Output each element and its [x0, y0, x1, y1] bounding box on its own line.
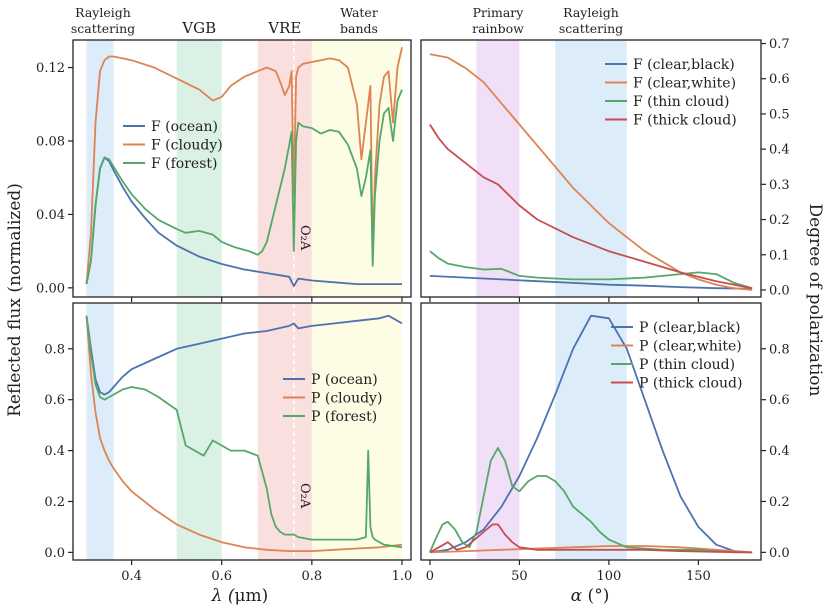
axes-layer: 0.000.040.080.12F (ocean)F (cloudy)F (fo… [36, 37, 790, 584]
axes-frame-bottom-left [72, 302, 412, 561]
series-line-top-right-3 [429, 124, 753, 290]
legend-entry-top-left-2: F (forest) [151, 156, 218, 172]
band-vre-bottom-left [257, 303, 312, 560]
y-tick-label-bottom-right-2: 0.4 [769, 444, 790, 459]
x-tick-label-bottom-left-3: 1.0 [392, 569, 413, 584]
legend-entry-bottom-left-0: P (ocean) [311, 372, 378, 388]
legend-entry-top-right-1: F (clear,white) [633, 76, 736, 92]
y-tick-label-top-right-6: 0.6 [769, 72, 790, 87]
y-tick-label-top-right-0: 0.0 [769, 283, 790, 298]
y-tick-label-top-left-1: 0.04 [36, 208, 65, 223]
x-tick-label-bottom-left-1: 0.6 [211, 569, 232, 584]
band-label-water-top-left-1: Water [340, 5, 378, 20]
y-tick-label-bottom-right-4: 0.8 [769, 342, 790, 357]
band-label-vgb-top-left: VGB [181, 19, 216, 37]
o2a-label-top: O₂A [297, 225, 312, 251]
band-water-bottom-left [311, 303, 402, 560]
left-y-axis-label: Reflected flux (normalized) [5, 183, 25, 417]
legend-entry-top-left-0: F (ocean) [151, 119, 218, 135]
y-tick-label-bottom-left-1: 0.2 [44, 495, 65, 510]
series-line-bottom-right-3 [429, 523, 753, 554]
x-tick-label-bottom-right-3: 150 [686, 569, 711, 584]
series-line-bottom-left-0 [85, 314, 403, 396]
band-rainbow-top-right [476, 40, 520, 297]
band-label-rainbow-top-right-1: Primary [473, 5, 525, 20]
band-layer [86, 40, 627, 560]
series-line-top-right-2 [429, 250, 753, 290]
o2a-label-bottom: O₂A [297, 483, 312, 509]
band-label-rayleigh-top-right-2: scattering [559, 21, 623, 36]
axes-frame-bottom-right [420, 302, 762, 561]
legend-entry-bottom-right-1: P (clear,white) [639, 339, 742, 355]
right-y-axis-label: Degree of polarization [805, 204, 825, 397]
legend-entry-bottom-left-1: P (cloudy) [311, 391, 382, 407]
y-tick-label-top-left-0: 0.00 [36, 281, 65, 296]
band-rayleigh-top-right [555, 40, 627, 297]
series-line-bottom-left-1 [85, 315, 403, 552]
series-line-top-right-0 [429, 275, 753, 290]
band-label-rayleigh-top-left-2: scattering [71, 21, 135, 36]
y-tick-label-top-right-4: 0.4 [769, 143, 790, 158]
band-label-vre-top-left: VRE [267, 19, 301, 37]
y-tick-label-bottom-left-0: 0.0 [44, 546, 65, 561]
series-layer [85, 47, 753, 554]
series-line-top-left-2 [85, 89, 403, 285]
band-vgb-bottom-left [176, 303, 222, 560]
legend-entry-bottom-left-2: P (forest) [311, 409, 377, 425]
legend-entry-bottom-right-3: P (thick cloud) [639, 376, 742, 392]
band-label-rayleigh-top-left-1: Rayleigh [75, 5, 131, 20]
series-line-bottom-right-0 [429, 314, 753, 554]
series-line-bottom-left-2 [85, 315, 403, 549]
x-tick-label-bottom-right-2: 100 [596, 569, 621, 584]
axes-frame-top-left [72, 39, 412, 298]
series-line-bottom-right-1 [429, 545, 753, 554]
y-tick-label-top-left-3: 0.12 [36, 61, 65, 76]
right-x-axis-label: α (°) [571, 586, 610, 606]
x-tick-label-bottom-left-0: 0.4 [121, 569, 142, 584]
y-tick-label-bottom-left-4: 0.8 [44, 342, 65, 357]
y-tick-label-bottom-left-3: 0.6 [44, 393, 65, 408]
y-tick-label-top-right-3: 0.3 [769, 178, 790, 193]
left-x-axis-label: λ (μm) [211, 586, 269, 606]
x-tick-label-bottom-left-2: 0.8 [302, 569, 323, 584]
y-tick-label-bottom-right-3: 0.6 [769, 393, 790, 408]
labels-layer: λ (μm) α (°) Reflected flux (normalized)… [5, 5, 825, 606]
y-tick-label-top-right-5: 0.5 [769, 107, 790, 122]
band-label-rayleigh-top-right-1: Rayleigh [563, 5, 619, 20]
x-tick-label-bottom-right-0: 0 [426, 569, 434, 584]
band-label-rainbow-top-right-2: rainbow [472, 21, 524, 36]
y-tick-label-bottom-left-2: 0.4 [44, 444, 65, 459]
series-line-top-right-1 [429, 53, 753, 291]
band-label-water-top-left-2: bands [340, 21, 378, 36]
y-tick-label-top-right-1: 0.1 [769, 248, 790, 263]
y-tick-label-top-right-2: 0.2 [769, 213, 790, 228]
legend-entry-top-left-1: F (cloudy) [151, 138, 223, 154]
y-tick-label-top-left-2: 0.08 [36, 134, 65, 149]
legend-entry-top-right-2: F (thin cloud) [633, 94, 729, 110]
legend-entry-bottom-right-2: P (thin cloud) [639, 357, 735, 373]
y-tick-label-bottom-right-0: 0.0 [769, 546, 790, 561]
y-tick-label-top-right-7: 0.7 [769, 37, 790, 52]
legend-entry-top-right-3: F (thick cloud) [633, 113, 737, 129]
band-rainbow-bottom-right [476, 303, 520, 560]
legend-entry-bottom-right-0: P (clear,black) [639, 320, 740, 336]
legend-entry-top-right-0: F (clear,black) [633, 57, 735, 73]
y-tick-label-bottom-right-1: 0.2 [769, 495, 790, 510]
x-tick-label-bottom-right-1: 50 [511, 569, 528, 584]
axes-frame-top-right [420, 39, 762, 298]
